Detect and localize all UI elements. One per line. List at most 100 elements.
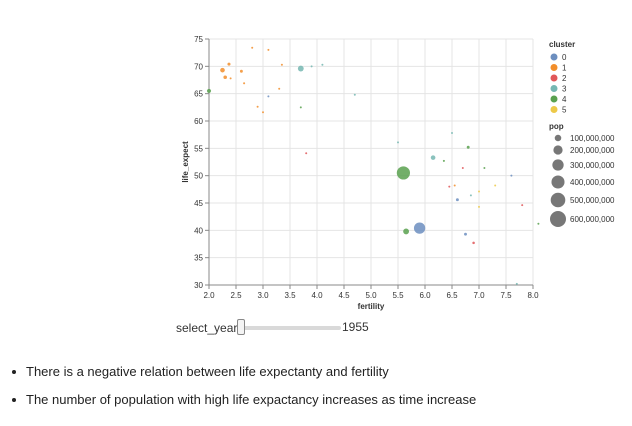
data-point — [448, 185, 451, 188]
size-legend-swatch — [550, 192, 566, 208]
x-tick-label: 5.0 — [365, 291, 377, 300]
year-slider-thumb[interactable] — [237, 319, 246, 335]
size-legend-label: 200,000,000 — [570, 146, 615, 155]
y-tick-label: 30 — [194, 281, 203, 290]
data-point — [515, 282, 518, 285]
data-point — [442, 159, 445, 162]
data-point — [537, 222, 540, 225]
legend: cluster 0 12 34 5 pop 100,000,000 200,000,00… — [549, 40, 615, 227]
legend-swatch — [550, 53, 558, 61]
data-point — [305, 152, 308, 155]
data-point — [267, 95, 270, 98]
legend-swatch — [550, 64, 558, 71]
data-point — [451, 132, 453, 135]
x-axis: 2.0 2.5 3.0 3.5 4.0 4.5 5.0 5.5 6.0 6.5 7.0 7.5 8.0 — [203, 284, 539, 300]
size-legend-label: 100,000,000 — [570, 134, 615, 143]
data-point — [278, 87, 281, 90]
legend-swatch — [550, 74, 558, 82]
data-point — [206, 88, 212, 93]
data-point — [299, 106, 302, 109]
notes-list: There is a negative relation between lif… — [0, 362, 476, 418]
y-axis: 30 35 40 45 50 55 60 65 70 75 — [194, 35, 210, 290]
size-legend-swatch — [551, 175, 565, 189]
x-tick-label: 6.5 — [446, 291, 458, 300]
grid-lines — [208, 38, 534, 286]
x-tick-label: 8.0 — [527, 291, 539, 300]
data-point — [472, 241, 475, 245]
data-point — [494, 184, 497, 187]
data-point — [227, 62, 231, 66]
legend-label: 3 — [562, 85, 567, 94]
x-tick-label: 3.0 — [257, 291, 269, 300]
data-point — [239, 69, 243, 73]
y-tick-label: 70 — [194, 62, 203, 71]
slider-label: select_year — [176, 321, 238, 335]
legend-swatch — [550, 95, 558, 103]
data-point — [510, 174, 513, 177]
data-point — [478, 190, 480, 193]
year-slider-track[interactable] — [237, 319, 342, 335]
data-point — [469, 194, 472, 197]
list-item: The number of population with high life … — [0, 390, 476, 418]
data-point — [223, 75, 227, 80]
legend-label: 2 — [562, 74, 567, 83]
slider-value: 1955 — [342, 320, 369, 334]
data-point — [413, 222, 426, 234]
data-point — [453, 184, 456, 187]
data-point — [461, 167, 464, 170]
data-point — [396, 166, 411, 180]
y-tick-label: 75 — [194, 35, 203, 44]
size-legend-swatch — [552, 159, 564, 171]
data-point — [483, 167, 486, 170]
y-tick-label: 65 — [194, 90, 203, 99]
data-point — [220, 67, 225, 73]
data-point — [353, 93, 356, 96]
x-tick-label: 3.5 — [284, 291, 296, 300]
x-tick-label: 2.5 — [230, 291, 242, 300]
data-point — [464, 232, 467, 236]
x-tick-label: 4.5 — [338, 291, 350, 300]
data-point — [243, 82, 246, 85]
color-legend-title: cluster — [549, 40, 575, 49]
legend-label: 1 — [562, 64, 567, 73]
y-tick-label: 40 — [194, 226, 203, 235]
size-legend-swatch — [553, 145, 563, 155]
y-tick-label: 45 — [194, 199, 203, 208]
list-item: There is a negative relation between lif… — [0, 362, 476, 390]
x-tick-label: 7.0 — [473, 291, 485, 300]
x-tick-label: 4.0 — [311, 291, 323, 300]
x-tick-label: 6.0 — [419, 291, 431, 300]
data-point — [397, 141, 399, 144]
color-legend: 0 12 34 5 — [550, 53, 567, 115]
data-point — [256, 105, 259, 108]
size-legend: 100,000,000 200,000,000 300,000,000 400,000… — [550, 134, 615, 227]
data-point — [403, 228, 410, 235]
data-point — [267, 48, 270, 51]
data-point — [251, 46, 254, 49]
legend-label: 4 — [562, 95, 567, 104]
legend-swatch — [550, 85, 558, 92]
x-tick-label: 2.0 — [203, 291, 215, 300]
data-point — [262, 111, 264, 114]
y-tick-label: 55 — [194, 144, 203, 153]
x-tick-label: 5.5 — [392, 291, 404, 300]
size-legend-title: pop — [549, 122, 564, 131]
data-points — [206, 46, 540, 285]
y-tick-label: 50 — [194, 172, 203, 181]
y-axis-title: life_expect — [181, 141, 190, 183]
size-legend-label: 400,000,000 — [570, 178, 615, 187]
legend-label: 0 — [562, 53, 567, 62]
x-tick-label: 7.5 — [500, 291, 512, 300]
data-point — [280, 63, 283, 66]
size-legend-label: 300,000,000 — [570, 161, 615, 170]
legend-swatch — [550, 106, 558, 113]
legend-label: 5 — [562, 106, 567, 115]
data-point — [297, 65, 304, 72]
size-legend-label: 500,000,000 — [570, 196, 615, 205]
data-point — [321, 63, 324, 66]
y-tick-label: 60 — [194, 117, 203, 126]
data-point — [478, 205, 480, 208]
size-legend-swatch — [550, 211, 566, 227]
data-point — [229, 77, 232, 80]
year-slider-control: select_year 1955 — [176, 318, 369, 338]
